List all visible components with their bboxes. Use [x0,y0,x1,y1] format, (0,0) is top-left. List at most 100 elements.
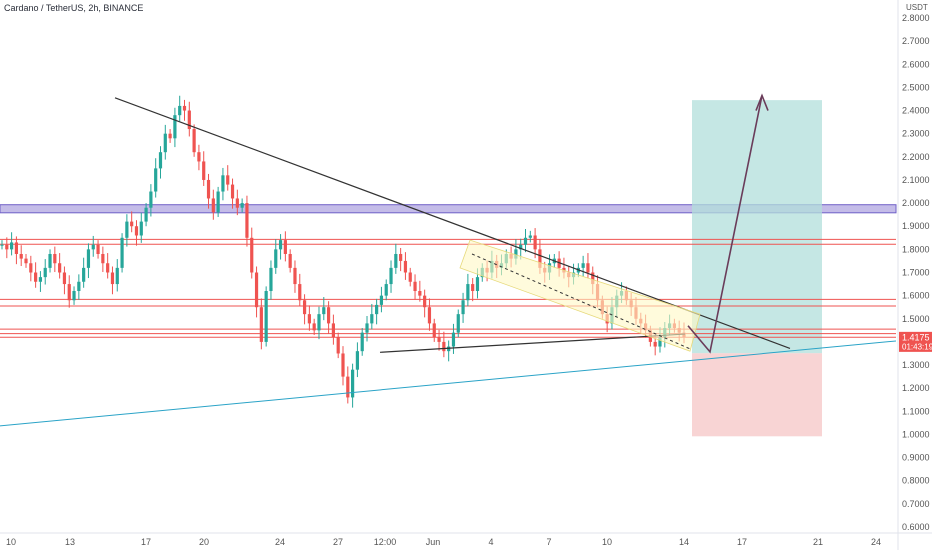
candle-body [110,272,115,285]
candle-body [591,272,595,285]
candle [115,259,119,292]
candle [216,186,220,217]
candle [274,239,278,274]
candle [351,363,355,408]
candle [375,298,379,325]
candle-body [192,129,196,153]
candle-body [202,161,206,180]
candle-body [283,240,287,254]
candle-body [178,105,182,116]
candle [403,252,408,280]
y-tick-label: 1.0000 [902,429,930,439]
candle [326,301,331,334]
candle [528,230,532,243]
candle [91,235,95,257]
candle-body [322,307,326,315]
candle [312,318,316,335]
candle-body [399,253,403,261]
candle [221,167,225,201]
candle-body [427,307,432,324]
candle [240,198,244,213]
support-trendline [379,333,686,353]
candle-body [221,175,225,192]
candle-body [355,351,360,370]
price-badge [899,331,932,352]
candle-body [182,105,187,111]
y-tick-label: 1.3000 [902,360,930,370]
candle [423,289,427,318]
candle [154,158,158,198]
candle [283,231,287,262]
candle-body [278,240,283,250]
x-tick-label: 24 [871,537,881,547]
candle [168,129,172,143]
candle [581,255,585,277]
candle-body [226,175,230,185]
x-tick-label: 21 [813,537,823,547]
arrow-head [755,93,769,111]
x-tick-label: 20 [199,537,209,547]
candle-body [235,198,239,208]
candle-body [250,237,254,273]
time-axis: 10 13 17 20 24 27 12:00 Jun 4 7 10 14 17 21 24 [0,532,932,547]
candle [197,144,201,171]
candle-body [288,253,292,268]
x-tick-label: 17 [141,537,151,547]
candle [144,203,148,227]
candle-body [451,332,456,347]
candle-body [101,253,105,264]
candle [134,220,139,246]
candle [355,342,360,378]
candle [86,243,91,279]
candle-body [62,272,67,285]
candle [53,246,57,273]
candle [437,329,441,351]
candle [331,314,335,345]
horizontal-levels [0,238,896,338]
candle-body [298,284,302,301]
candle [77,274,81,300]
candle [173,107,177,148]
candle-body [658,337,662,347]
candle-body [158,152,163,169]
candle-body [331,323,335,338]
candle-body [254,272,259,308]
candle [48,249,52,273]
candle [178,95,182,122]
candle-body [144,207,148,222]
candle [106,253,110,279]
candle-body [475,277,480,292]
candle-body [394,253,398,268]
candle [408,267,412,287]
candle [394,243,398,274]
candle-body [187,110,191,130]
candle-body [14,242,19,254]
candle-body [216,191,220,213]
candle-body [389,267,393,285]
y-tick-label: 2.3000 [902,129,930,139]
candle [163,124,167,160]
candle [322,297,326,321]
candle-body [351,369,355,398]
candle-body [168,133,172,139]
y-tick-label: 0.7000 [902,499,930,509]
candle [298,273,302,307]
candle-body [48,253,52,268]
candle-body [10,242,14,250]
x-tick-label: 13 [65,537,75,547]
candle [34,262,38,288]
candle-body [533,235,537,250]
candle [413,274,417,300]
y-tick-label: 2.5000 [902,82,930,92]
price-label: 1.4175 [902,332,930,342]
channel-midline [471,253,691,350]
candle-body [230,184,235,199]
candle [211,189,215,220]
y-tick-label: 2.4000 [902,106,930,116]
x-tick-label: 4 [488,537,493,547]
candle [0,240,4,250]
y-tick-label: 1.8000 [902,244,930,254]
candle-body [408,272,412,282]
